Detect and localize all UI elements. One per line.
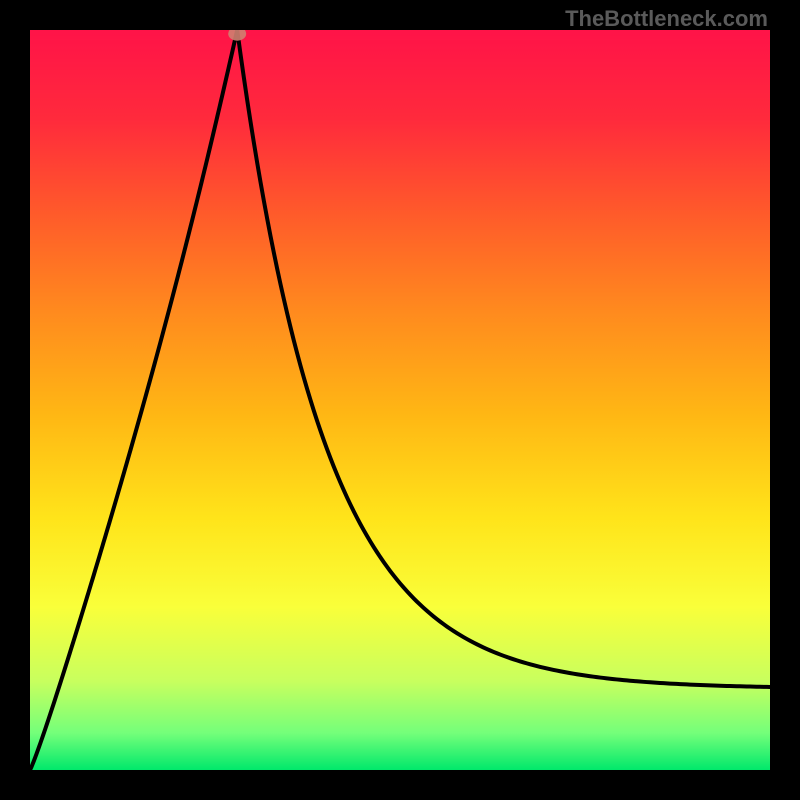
plot-svg xyxy=(30,30,770,770)
plot-area xyxy=(30,30,770,770)
gradient-background xyxy=(30,30,770,770)
watermark-text: TheBottleneck.com xyxy=(565,6,768,32)
